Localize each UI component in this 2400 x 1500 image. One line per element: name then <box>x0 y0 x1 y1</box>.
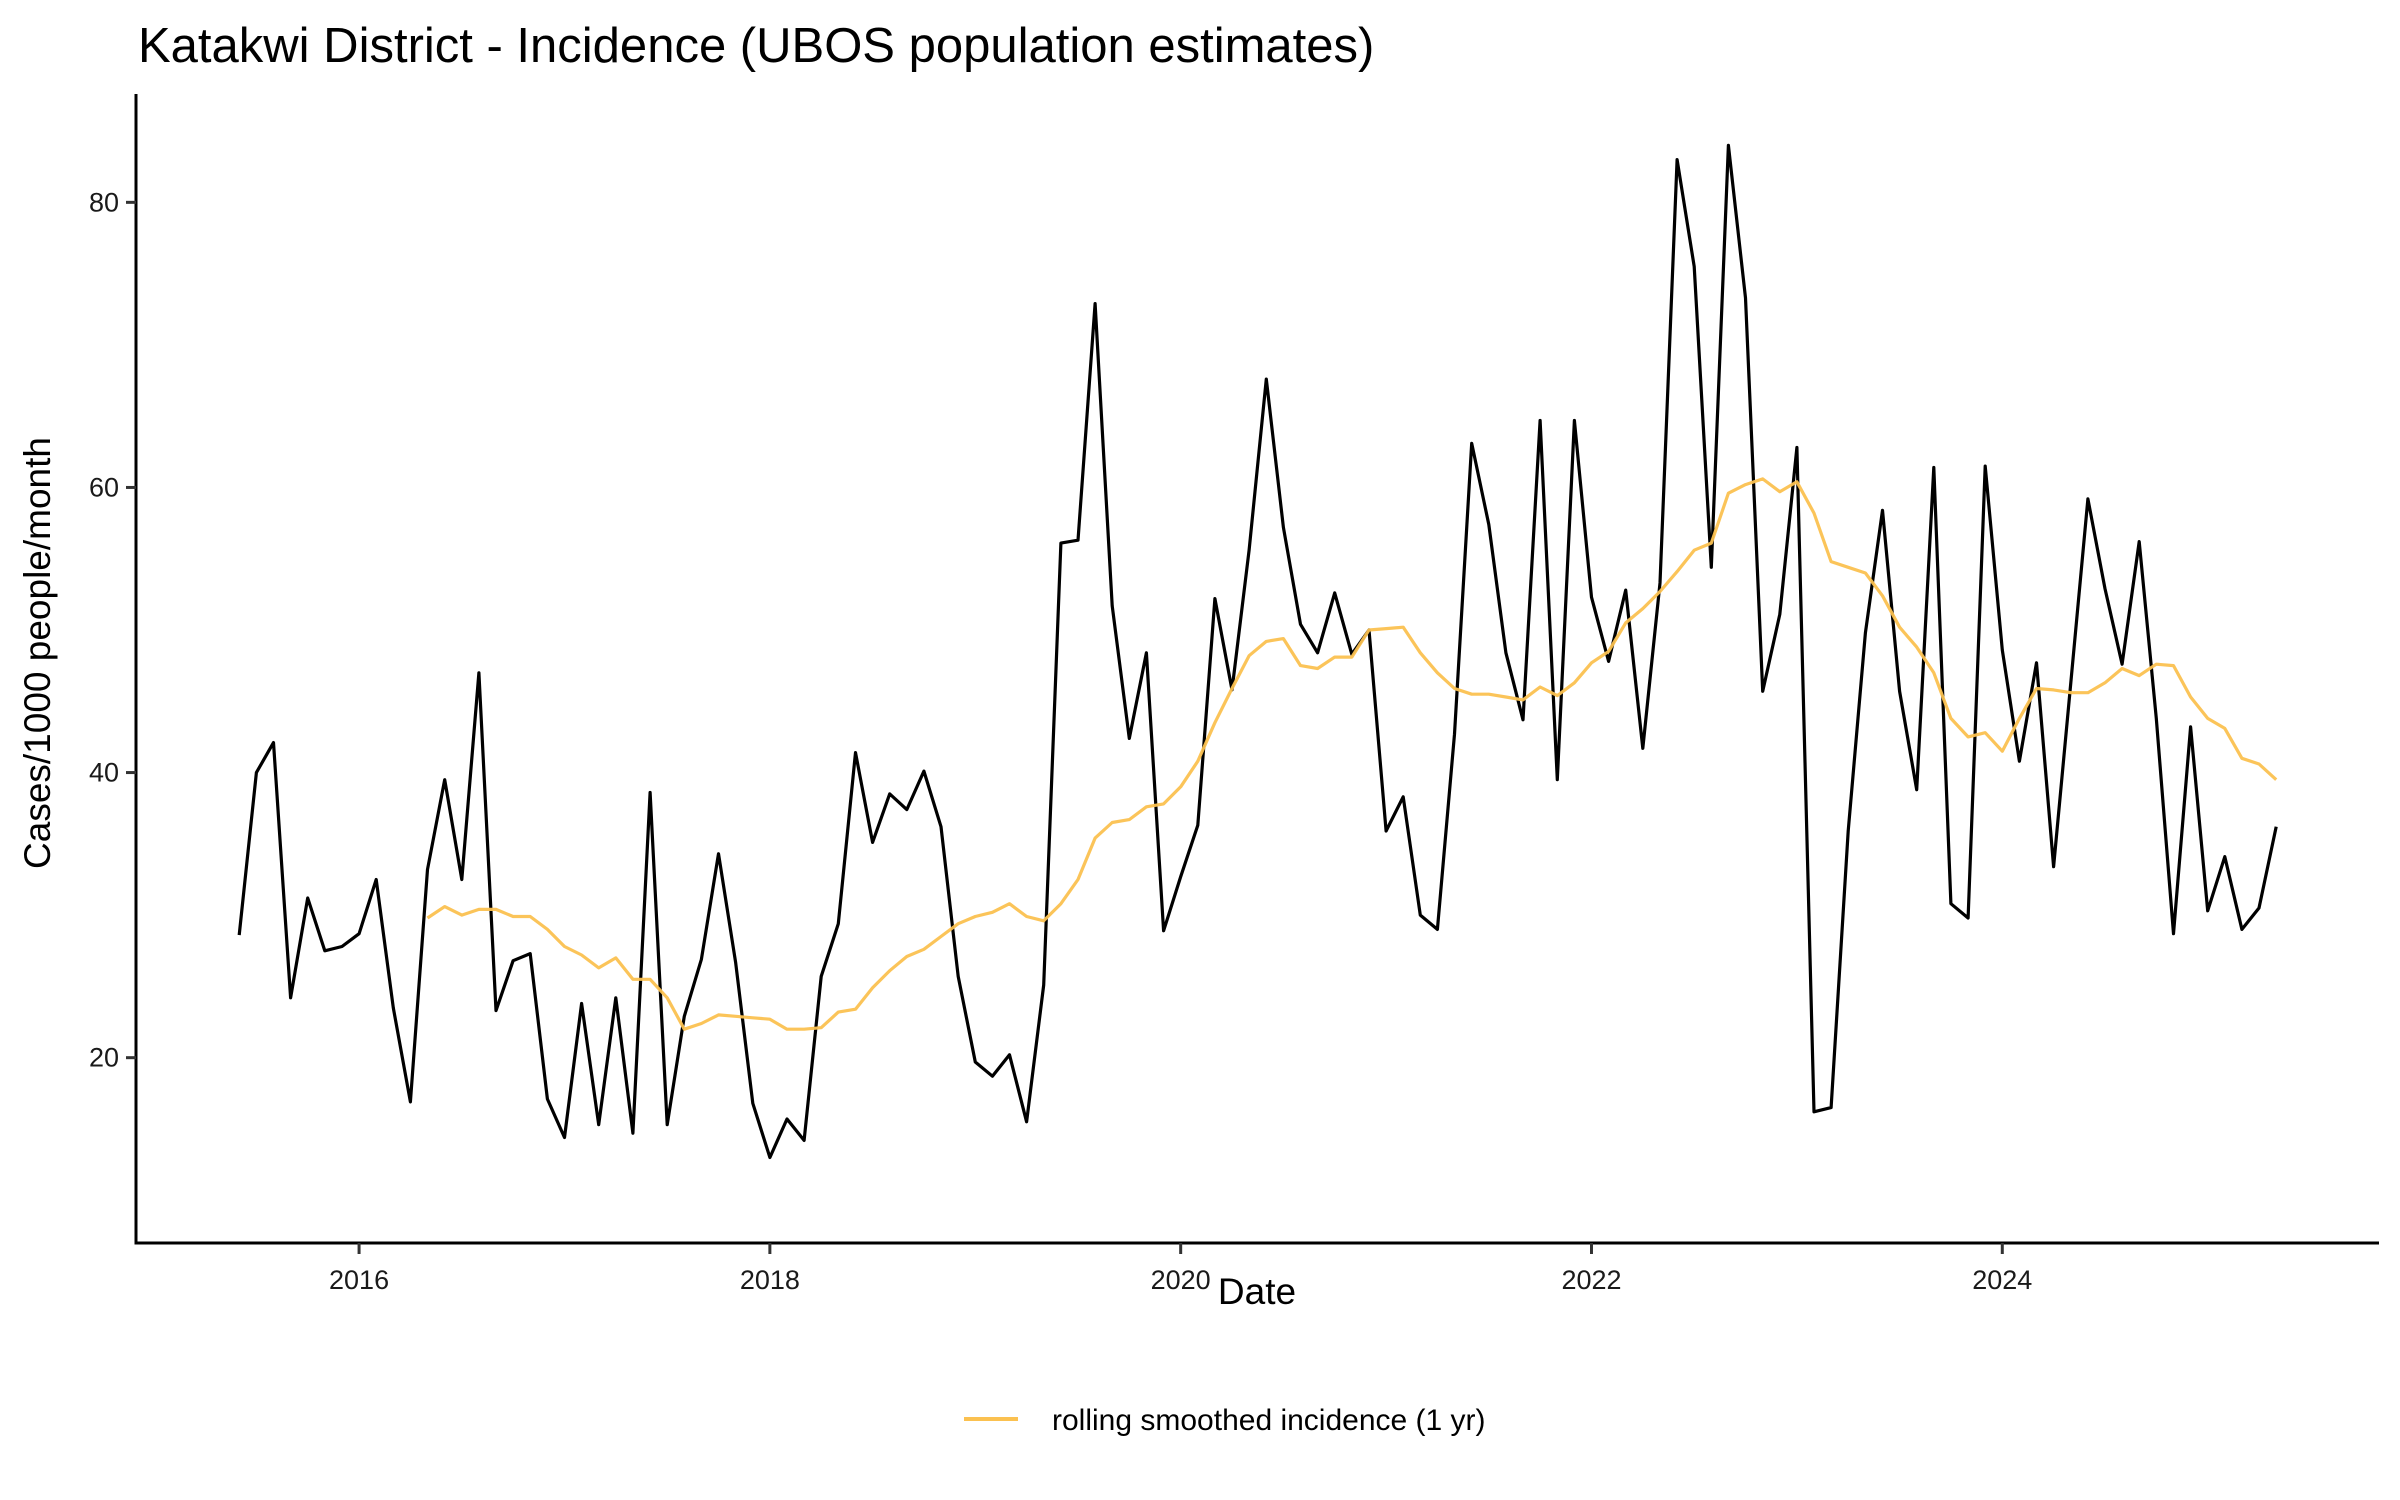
y-tick-label: 40 <box>89 758 119 788</box>
series-line-incidence <box>237 143 2278 1160</box>
y-tick-label: 80 <box>89 187 119 217</box>
x-tick-label: 2024 <box>1972 1265 2032 1295</box>
x-tick-label: 2016 <box>329 1265 389 1295</box>
y-axis-title: Cases/1000 people/month <box>17 437 58 869</box>
plot-area <box>237 143 2278 1160</box>
series-line-smoothed <box>426 477 2278 1031</box>
chart-title: Katakwi District - Incidence (UBOS popul… <box>138 19 1374 73</box>
x-tick-label: 2018 <box>740 1265 800 1295</box>
x-tick-label: 2020 <box>1151 1265 1211 1295</box>
y-axis-ticks: 20 40 60 80 <box>89 187 136 1073</box>
y-tick-label: 60 <box>89 472 119 502</box>
x-axis-title: Date <box>1218 1271 1296 1312</box>
x-tick-label: 2022 <box>1561 1265 1621 1295</box>
x-axis-ticks: 2016 2018 2020 2022 2024 <box>329 1243 2032 1295</box>
y-tick-label: 20 <box>89 1043 119 1073</box>
legend-label-smoothed: rolling smoothed incidence (1 yr) <box>1052 1404 1486 1437</box>
legend: rolling smoothed incidence (1 yr) <box>964 1404 1486 1437</box>
